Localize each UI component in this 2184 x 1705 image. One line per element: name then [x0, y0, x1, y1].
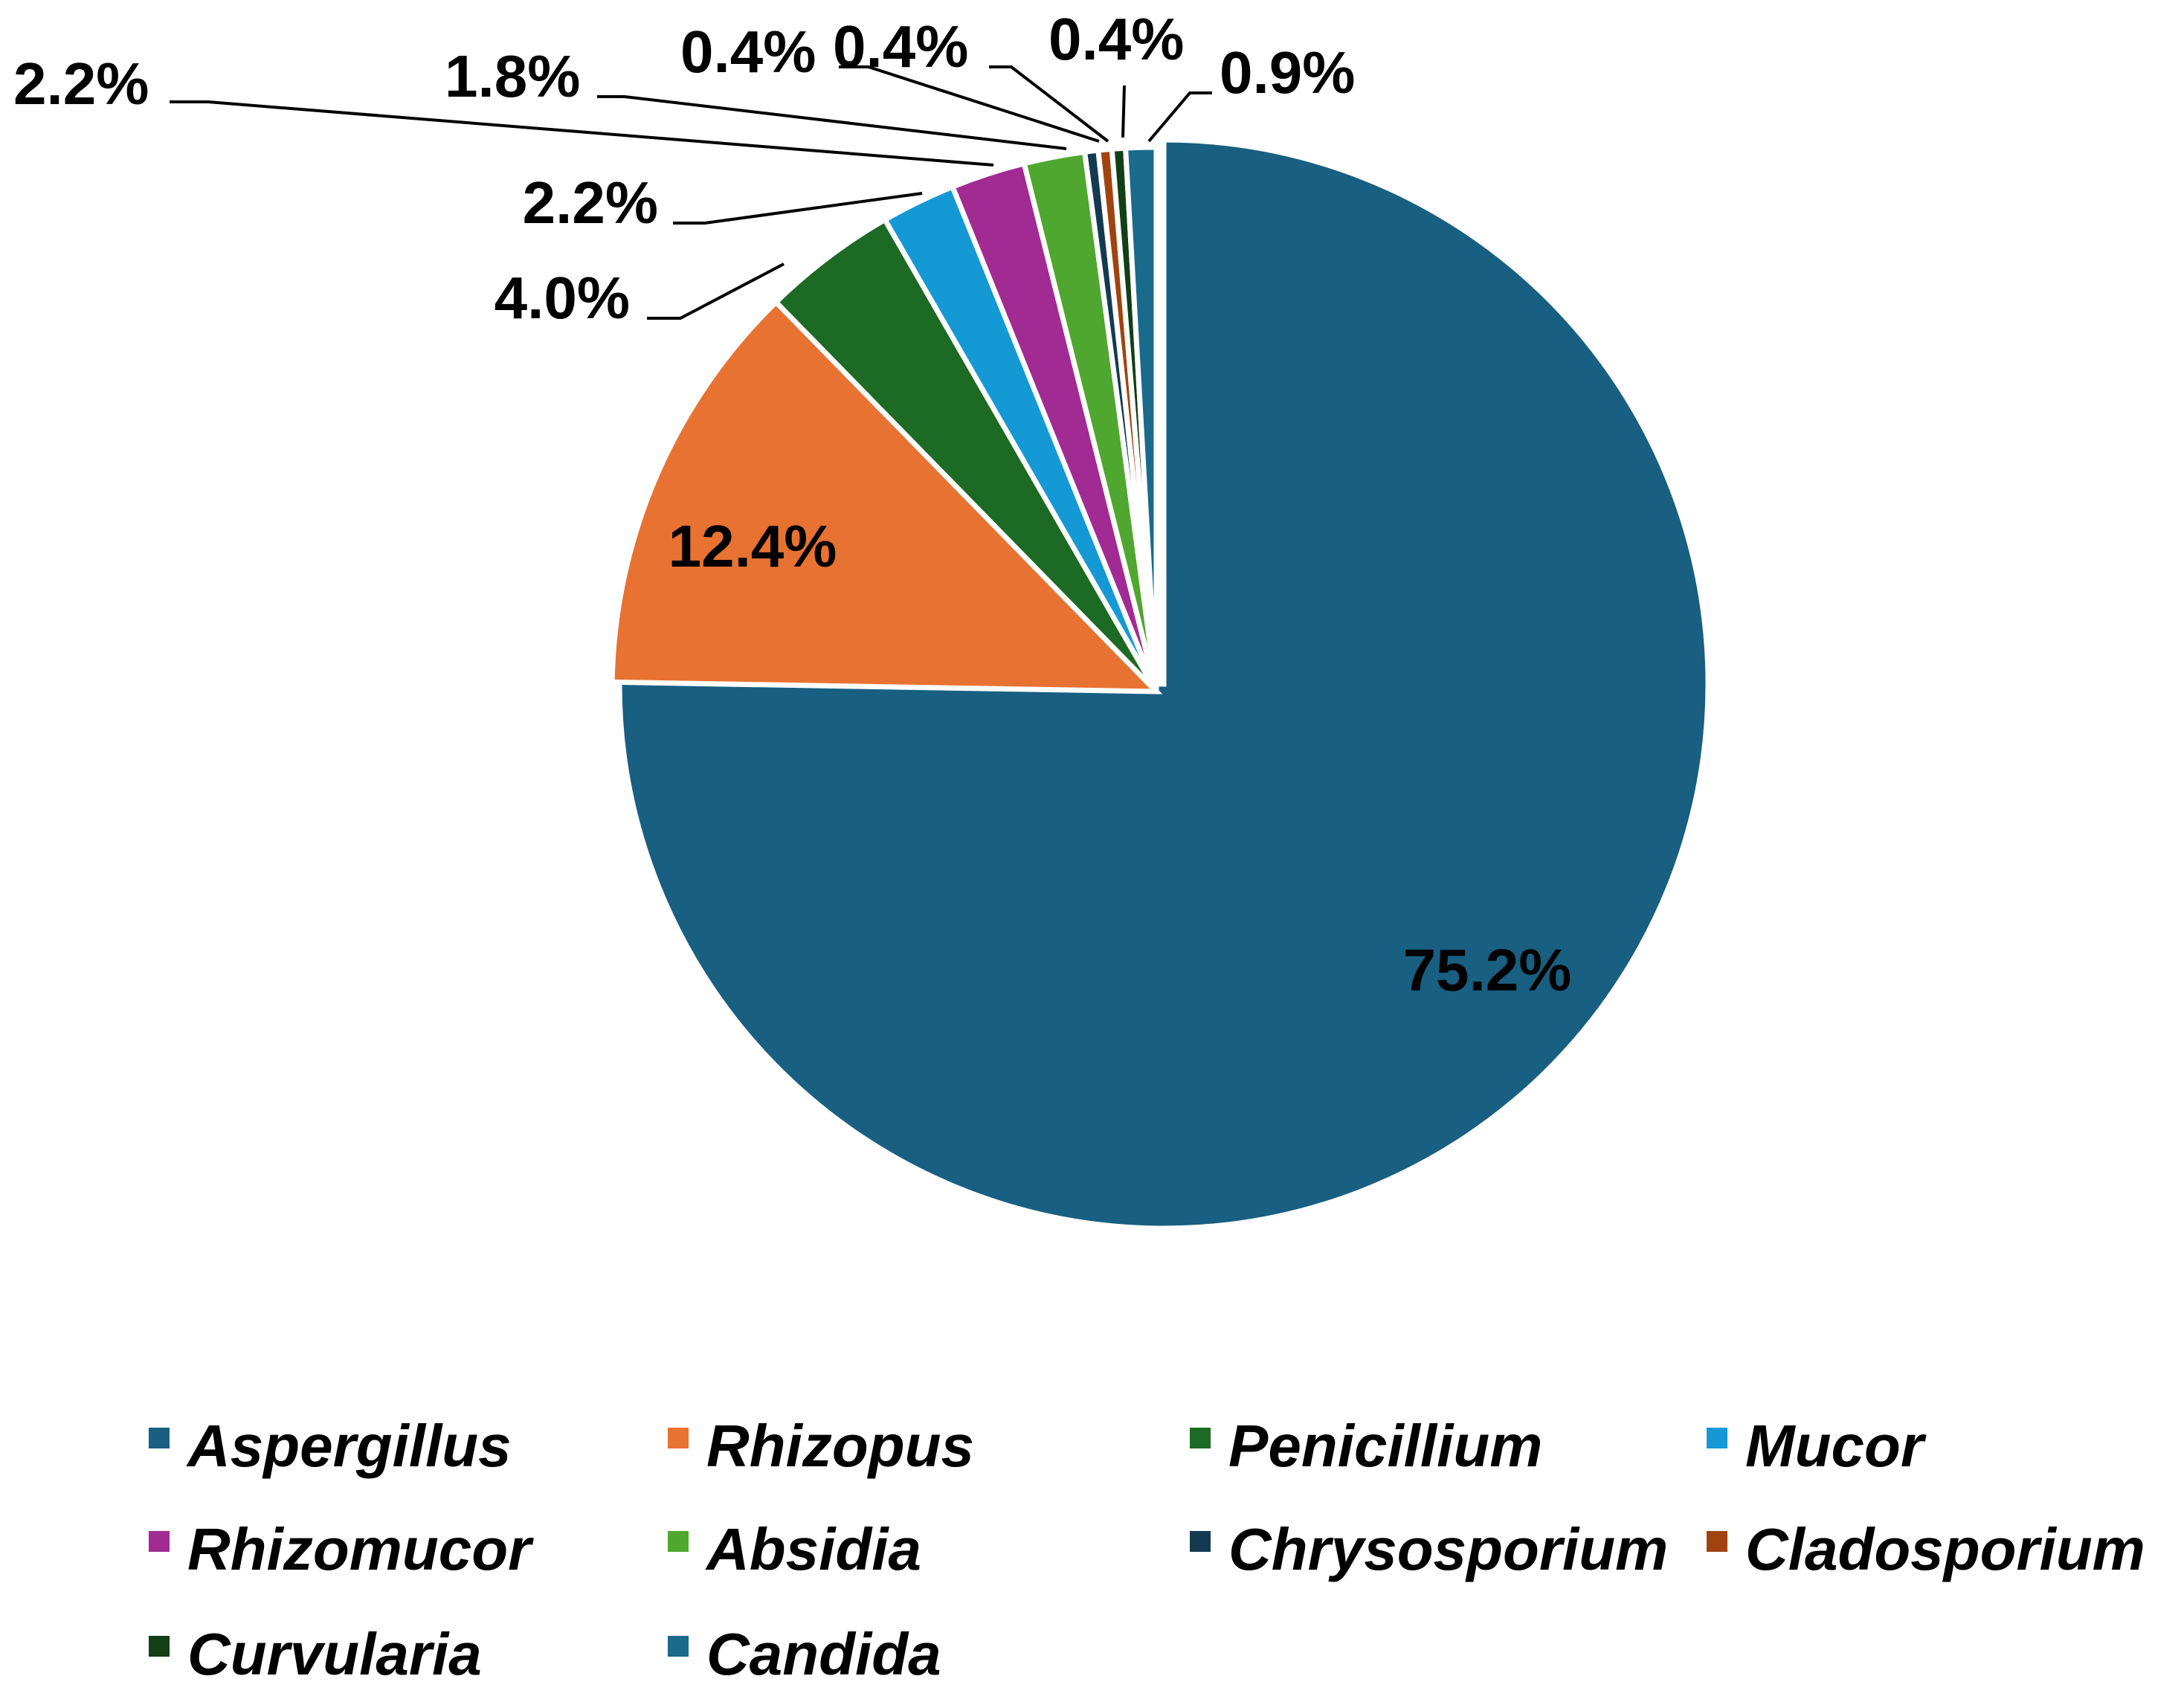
- data-label-cladosporium: 0.4%: [833, 13, 968, 80]
- leader-line-absidia: [597, 95, 1067, 150]
- legend-swatch-penicillium: [1190, 1428, 1211, 1448]
- leader-line-curvularia: [1121, 85, 1126, 138]
- legend-swatch-cladosporium: [1707, 1531, 1727, 1552]
- data-label-chrysosporium: 0.4%: [680, 19, 816, 85]
- leader-line-candida: [1147, 91, 1212, 143]
- leader-lines: [170, 65, 1212, 320]
- leader-line-penicillium: [647, 262, 785, 320]
- data-label-rhizomucor: 2.2%: [13, 51, 149, 117]
- legend-label-absidia: Absidia: [705, 1516, 921, 1582]
- data-labels: 75.2% 12.4% 4.0% 2.2% 2.2% 1.8% 0.4% 0.4…: [13, 6, 1571, 1003]
- data-label-penicillium: 4.0%: [495, 265, 630, 331]
- legend-label-mucor: Mucor: [1745, 1413, 1927, 1479]
- data-label-curvularia: 0.4%: [1048, 6, 1184, 72]
- pie-slice-rhizopus: [609, 298, 1163, 694]
- legend: Aspergillus Rhizopus Penicillium Mucor Rhizo…: [149, 1413, 2145, 1687]
- legend-label-penicillium: Penicillium: [1228, 1413, 1542, 1479]
- legend-swatch-candida: [668, 1636, 689, 1657]
- legend-label-rhizopus: Rhizopus: [706, 1413, 974, 1479]
- legend-label-rhizomucor: Rhizomucor: [187, 1516, 534, 1582]
- data-label-candida: 0.9%: [1220, 39, 1355, 106]
- legend-label-curvularia: Curvularia: [187, 1621, 482, 1687]
- pie-slice-candida: [1122, 144, 1159, 692]
- legend-label-chrysosporium: Chrysosporium: [1228, 1516, 1668, 1582]
- legend-swatch-aspergillus: [149, 1428, 170, 1448]
- leader-line-chrysosporium: [839, 65, 1100, 143]
- data-label-absidia: 1.8%: [445, 43, 580, 109]
- legend-swatch-absidia: [668, 1531, 689, 1552]
- legend-label-cladosporium: Cladosporium: [1745, 1516, 2145, 1582]
- leader-line-mucor: [673, 192, 923, 225]
- legend-swatch-chrysosporium: [1190, 1531, 1211, 1552]
- leader-line-cladosporium: [989, 65, 1109, 143]
- legend-swatch-curvularia: [149, 1636, 170, 1657]
- pie-slices: [609, 137, 1711, 1231]
- legend-swatch-mucor: [1707, 1428, 1727, 1448]
- leader-line-rhizomucor-visible: [170, 100, 994, 167]
- legend-swatch-rhizomucor: [149, 1531, 170, 1552]
- data-label-aspergillus: 75.2%: [1403, 937, 1572, 1003]
- pie-slice-penicillium: [772, 216, 1159, 694]
- data-label-mucor: 2.2%: [523, 170, 658, 236]
- legend-swatch-rhizopus: [668, 1428, 689, 1448]
- data-label-rhizopus: 12.4%: [669, 513, 837, 579]
- legend-label-aspergillus: Aspergillus: [186, 1413, 512, 1479]
- legend-label-candida: Candida: [706, 1621, 941, 1687]
- pie-slice-aspergillus: [616, 137, 1711, 1231]
